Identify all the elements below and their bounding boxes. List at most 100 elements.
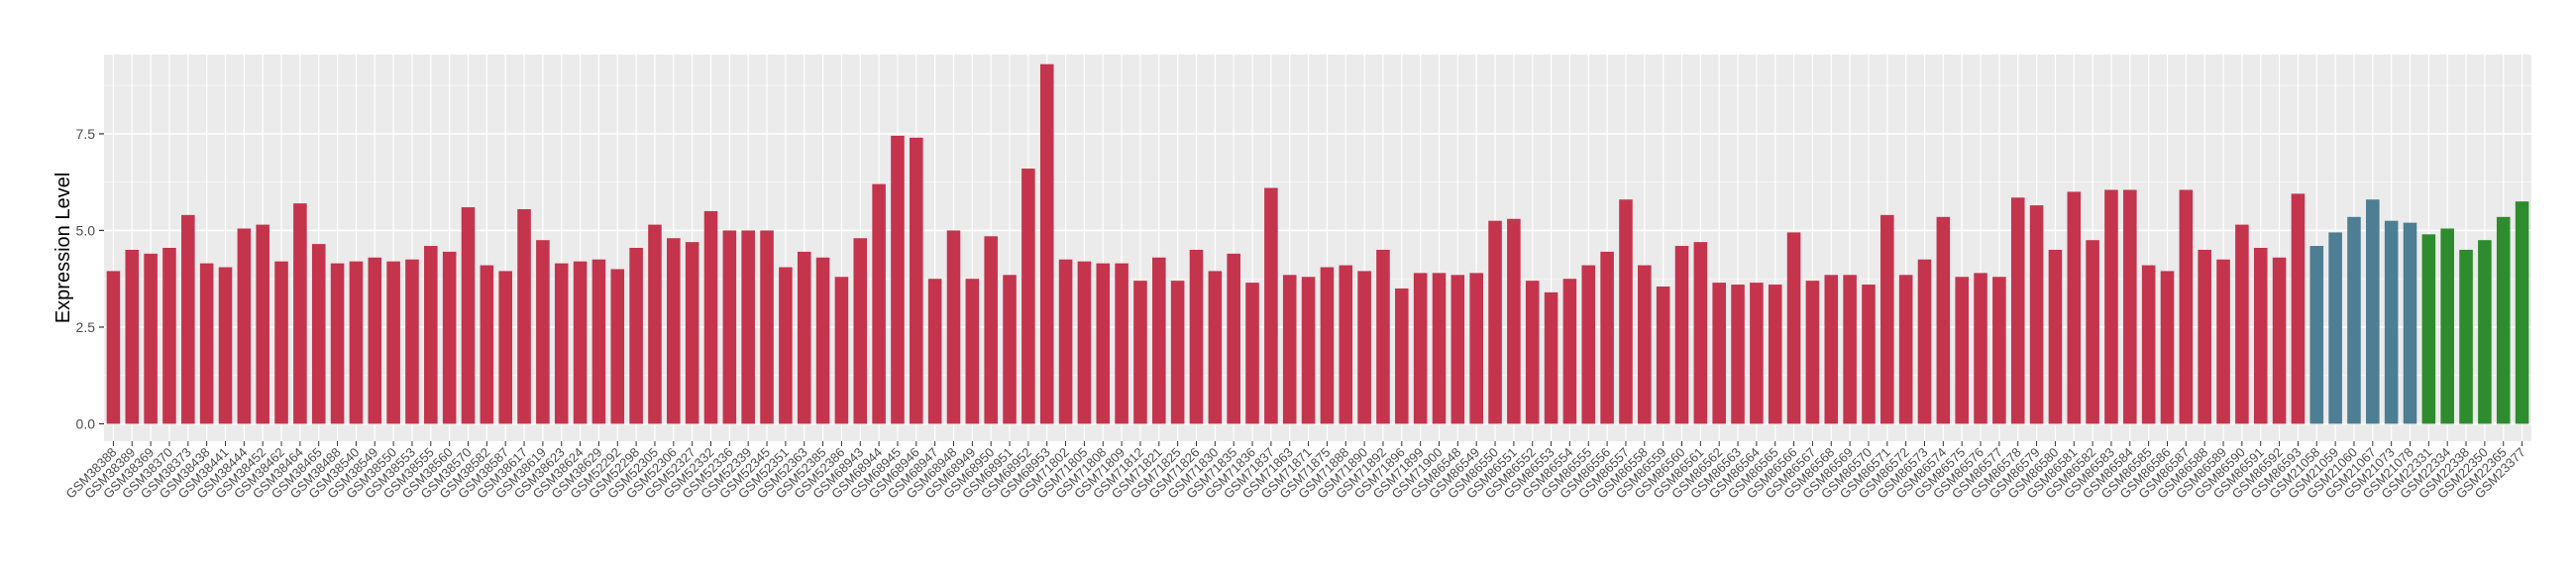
bar-GSM52327 <box>685 242 699 424</box>
bar-GSM86581 <box>2067 191 2082 424</box>
bar-GSM86572 <box>1898 275 1913 424</box>
bar-GSM86555 <box>1581 265 1596 424</box>
bar-GSM71892 <box>1376 249 1390 424</box>
y-tick-label: 7.5 <box>76 126 96 142</box>
y-axis-label: Expression Level <box>53 173 74 323</box>
bar-GSM86562 <box>1712 283 1726 424</box>
bar-GSM38465 <box>311 244 326 424</box>
bar-GSM68946 <box>910 137 923 424</box>
bar-GSM86549 <box>1469 273 1483 424</box>
bar-GSM68945 <box>891 135 905 424</box>
bar-GSM52363 <box>797 251 811 424</box>
bar-GSM71837 <box>1264 187 1278 424</box>
bar-GSM71805 <box>1077 261 1092 424</box>
bar-GSM86579 <box>2029 205 2044 424</box>
bar-GSM86587 <box>2179 189 2194 424</box>
y-tick-label: 2.5 <box>76 319 96 335</box>
bar-GSM68952 <box>1021 169 1035 424</box>
bar-GSM21060 <box>2347 216 2361 424</box>
bar-GSM86578 <box>2010 197 2025 424</box>
bar-GSM71808 <box>1096 263 1111 424</box>
bar-GSM71888 <box>1339 265 1353 424</box>
bar-GSM86577 <box>1992 277 2006 424</box>
bar-GSM38388 <box>106 271 121 424</box>
bar-GSM21078 <box>2403 222 2417 424</box>
bar-GSM52305 <box>648 224 662 424</box>
bar-GSM86593 <box>2291 193 2306 424</box>
bar-GSM38570 <box>461 207 476 424</box>
bar-GSM38587 <box>498 271 512 424</box>
bar-GSM71826 <box>1189 249 1204 424</box>
bar-GSM86575 <box>1955 277 1969 424</box>
bar-GSM38389 <box>125 249 140 424</box>
bar-GSM86558 <box>1638 265 1652 424</box>
bar-layer <box>106 63 2529 424</box>
bar-GSM71875 <box>1320 267 1335 424</box>
bar-GSM23377 <box>2515 201 2529 424</box>
bar-GSM86561 <box>1693 242 1708 424</box>
bar-GSM86570 <box>1862 285 1876 424</box>
bar-GSM21073 <box>2384 220 2399 424</box>
bar-GSM38444 <box>237 228 252 424</box>
bar-GSM52292 <box>610 269 625 424</box>
bar-GSM38462 <box>274 261 288 424</box>
bar-GSM86567 <box>1805 281 1820 424</box>
bar-GSM38369 <box>144 253 158 424</box>
bar-GSM71812 <box>1133 281 1147 424</box>
bar-GSM38549 <box>368 257 382 424</box>
bar-GSM68953 <box>1039 63 1054 424</box>
bar-GSM38370 <box>162 248 176 424</box>
bar-GSM21059 <box>2328 232 2342 424</box>
bar-GSM71899 <box>1413 273 1428 424</box>
bar-GSM86566 <box>1786 232 1801 424</box>
y-axis: 0.0 2.5 5.0 7.5 <box>76 126 104 431</box>
bar-GSM38619 <box>536 240 550 424</box>
bar-GSM52386 <box>834 277 849 424</box>
bar-GSM86591 <box>2253 248 2268 424</box>
bar-GSM38553 <box>405 259 419 424</box>
bar-GSM71802 <box>1058 259 1073 424</box>
bar-GSM38438 <box>199 263 214 424</box>
bar-GSM86580 <box>2048 249 2063 424</box>
bar-GSM22338 <box>2459 249 2473 424</box>
bar-GSM68951 <box>1003 275 1017 424</box>
bar-GSM38373 <box>181 214 195 424</box>
bar-GSM68948 <box>946 230 961 424</box>
bar-GSM71821 <box>1152 257 1166 424</box>
bar-GSM86552 <box>1525 281 1540 424</box>
bar-GSM21058 <box>2309 246 2324 424</box>
bar-GSM68944 <box>872 183 886 424</box>
bar-GSM52339 <box>741 230 755 424</box>
y-tick-label: 5.0 <box>76 222 96 238</box>
bar-GSM71809 <box>1115 263 1128 424</box>
bar-GSM86573 <box>1917 259 1932 424</box>
bar-GSM71825 <box>1170 281 1185 424</box>
bar-GSM68949 <box>965 279 980 424</box>
bar-GSM52298 <box>629 248 643 424</box>
bar-GSM21067 <box>2366 199 2380 424</box>
bar-GSM86559 <box>1656 287 1670 424</box>
bar-GSM86564 <box>1750 283 1764 424</box>
bar-GSM52345 <box>760 230 774 424</box>
bar-GSM38629 <box>591 259 606 424</box>
y-tick-label: 0.0 <box>76 415 96 431</box>
bar-GSM86583 <box>2104 189 2118 424</box>
bar-GSM71890 <box>1357 271 1371 424</box>
bar-GSM22331 <box>2421 234 2436 424</box>
bar-GSM86586 <box>2160 271 2175 424</box>
bar-GSM52351 <box>779 267 793 424</box>
bar-GSM86590 <box>2235 224 2249 424</box>
bar-GSM71830 <box>1208 271 1223 424</box>
bar-GSM38441 <box>218 267 233 424</box>
bar-GSM38540 <box>349 261 364 424</box>
bar-GSM71835 <box>1227 253 1240 424</box>
bar-GSM86582 <box>2086 240 2099 424</box>
bar-GSM38582 <box>480 265 494 424</box>
bar-GSM86548 <box>1450 275 1465 424</box>
bar-GSM38560 <box>442 251 457 424</box>
bar-GSM52336 <box>722 230 737 424</box>
bar-GSM22334 <box>2440 228 2454 424</box>
bar-GSM38488 <box>330 263 345 424</box>
bar-GSM22350 <box>2478 240 2492 424</box>
bar-GSM71836 <box>1245 283 1259 424</box>
